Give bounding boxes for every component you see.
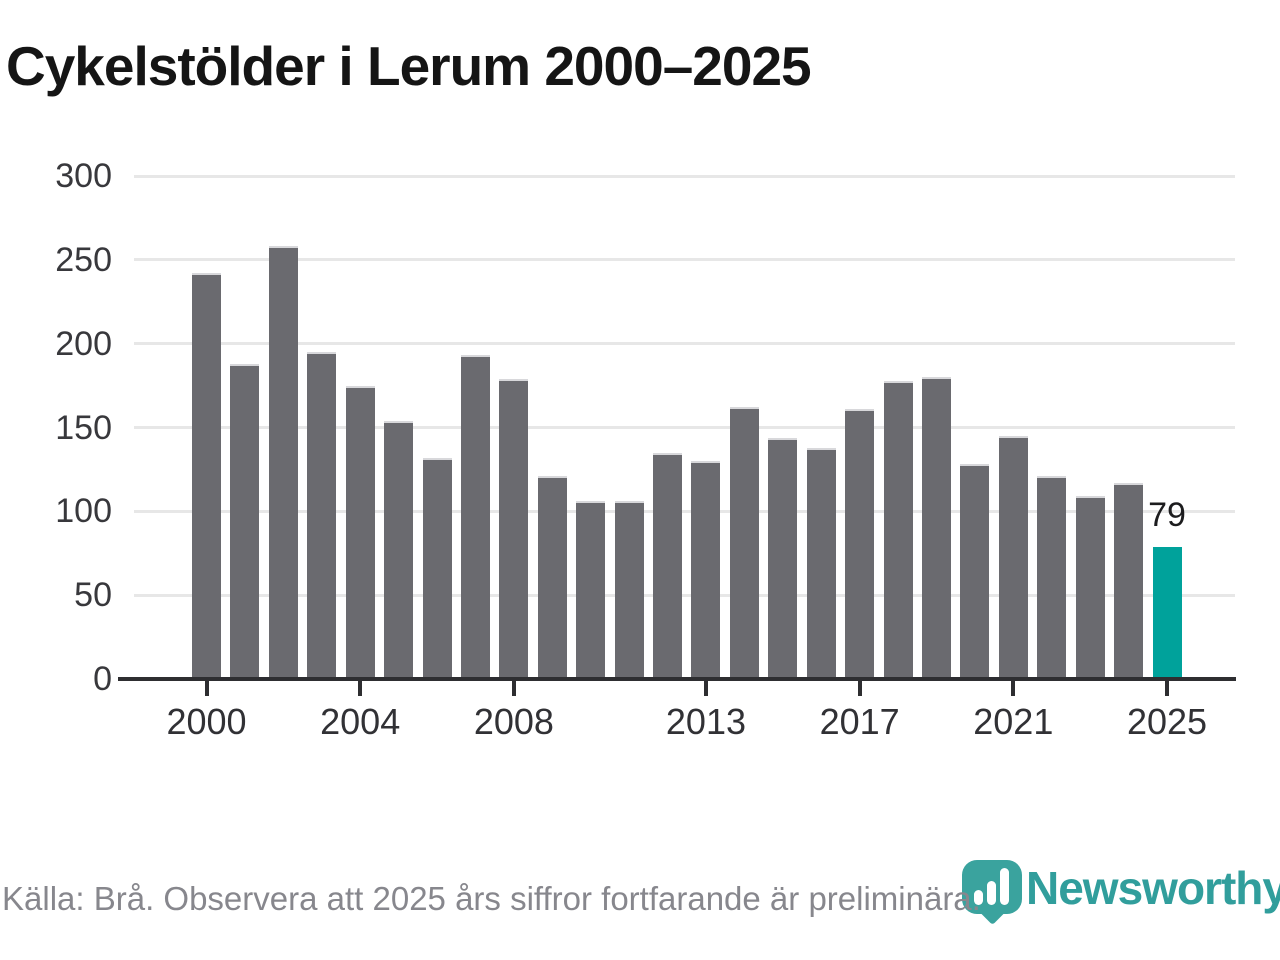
bar-2021 (998, 435, 1028, 679)
bar-2005 (384, 420, 414, 679)
bar-2002 (268, 246, 298, 679)
bar-2024 (1114, 482, 1144, 679)
bar-2019 (921, 377, 951, 679)
x-axis-line (118, 677, 1236, 681)
x-tick (857, 679, 862, 696)
x-tick (703, 679, 708, 696)
bar-value-label: 79 (1148, 495, 1186, 534)
y-tick-label: 100 (55, 492, 112, 531)
x-tick (204, 679, 209, 696)
bar-2003 (307, 352, 337, 679)
logo-bar-icon (1000, 868, 1009, 905)
newsworthy-wordmark: Newsworthy (1026, 862, 1280, 914)
plot-area: 79 (118, 174, 1236, 696)
x-tick-label: 2025 (1126, 701, 1208, 742)
bar-2008 (499, 378, 529, 679)
gridline (134, 342, 1235, 346)
gridline (134, 426, 1235, 429)
bar-2012 (653, 452, 683, 679)
newsworthy-logo: Newsworthy (962, 858, 1280, 938)
x-tick-label: 2008 (473, 701, 554, 742)
y-tick-label: 150 (55, 408, 112, 447)
bar-2017 (845, 409, 875, 679)
bar-2000 (192, 273, 221, 679)
gridline (134, 258, 1235, 262)
bar-2001 (230, 363, 260, 679)
x-tick-label: 2000 (166, 701, 247, 742)
bar-2016 (806, 447, 836, 679)
x-tick (1011, 679, 1016, 696)
bar-2022 (1037, 476, 1067, 679)
chart-title: Cykelstölder i Lerum 2000–2025 (6, 35, 812, 97)
y-tick-label: 0 (93, 660, 112, 698)
bar-2006 (422, 457, 452, 679)
logo-bar-icon (974, 890, 983, 905)
x-tick-label: 2017 (819, 701, 900, 742)
x-tick-label: 2013 (665, 701, 746, 742)
gridline (134, 509, 1235, 513)
y-tick-label: 200 (55, 324, 112, 363)
gridline (134, 593, 1235, 597)
bar-2013 (691, 461, 721, 679)
bar-2025 (1152, 546, 1182, 679)
x-tick (511, 679, 516, 696)
x-tick (1165, 679, 1169, 696)
x-tick-label: 2004 (320, 701, 401, 742)
bar-2015 (768, 437, 798, 679)
bar-2011 (614, 501, 644, 679)
source-note: Källa: Brå. Observera att 2025 års siffr… (2, 880, 981, 917)
bar-2010 (576, 501, 606, 679)
x-tick-label: 2021 (973, 701, 1054, 742)
logo-bar-icon (987, 881, 996, 905)
bar-2023 (1075, 496, 1105, 679)
bar-2018 (883, 380, 913, 679)
bar-2014 (729, 407, 759, 679)
bar-2020 (960, 464, 990, 679)
bar-2004 (345, 385, 375, 679)
bar-2007 (460, 355, 490, 679)
x-tick (358, 679, 363, 696)
y-tick-label: 50 (74, 576, 112, 615)
bar-2009 (537, 476, 567, 679)
gridline (134, 174, 1235, 178)
y-tick-label: 250 (55, 240, 112, 279)
y-tick-label: 300 (55, 157, 112, 195)
